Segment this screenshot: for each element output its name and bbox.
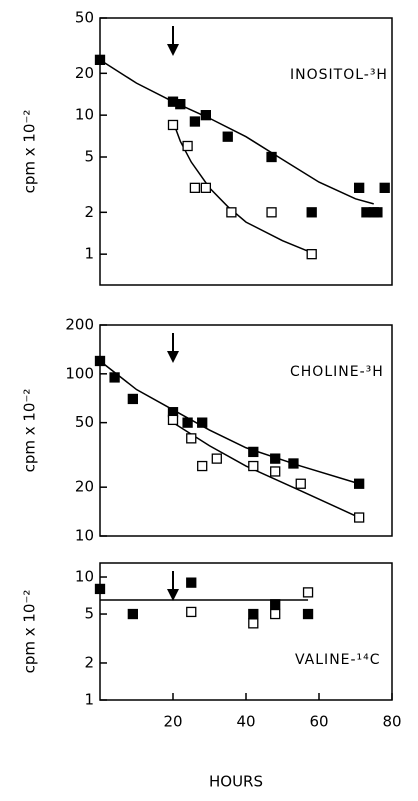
- y-tick-label: 1: [84, 245, 94, 263]
- y-tick-label: 5: [84, 148, 94, 166]
- data-point: [94, 54, 106, 65]
- data-point: [167, 119, 179, 131]
- data-point: [306, 207, 317, 218]
- y-tick-label: 20: [75, 478, 94, 496]
- x-axis-label: HOURS: [209, 773, 263, 791]
- data-point: [379, 182, 390, 193]
- data-point: [211, 453, 222, 464]
- data-point: [189, 182, 201, 193]
- y-tick-label: 2: [84, 653, 94, 671]
- y-tick-label: 1: [84, 691, 94, 709]
- data-point: [353, 478, 365, 489]
- y-axis-label: cpm x 10⁻²: [21, 590, 39, 674]
- data-point: [306, 249, 317, 260]
- data-point: [182, 417, 193, 428]
- data-point: [353, 512, 365, 523]
- x-tick-label: 60: [309, 713, 328, 731]
- y-tick-label: 50: [75, 413, 94, 431]
- data-point: [372, 207, 383, 218]
- data-point: [186, 433, 197, 444]
- data-point: [197, 417, 208, 428]
- arrow-head: [167, 589, 179, 601]
- data-point: [270, 599, 281, 610]
- data-point: [288, 458, 299, 469]
- data-point: [270, 453, 281, 464]
- y-tick-label: 20: [75, 64, 94, 82]
- y-tick-label: 10: [75, 106, 94, 124]
- data-point: [248, 460, 259, 472]
- y-axis-label: cpm x 10⁻²: [21, 389, 39, 473]
- y-tick-label: 10: [75, 527, 94, 545]
- data-point: [302, 587, 314, 598]
- plot-frame: [99, 17, 393, 286]
- data-point: [353, 182, 365, 193]
- y-tick-label: 100: [65, 364, 94, 382]
- data-point: [94, 355, 106, 367]
- annotation: VALINE-¹⁴C: [295, 652, 381, 668]
- data-point: [197, 460, 208, 472]
- arrow-head: [167, 351, 179, 363]
- y-tick-label: 200: [65, 316, 94, 334]
- data-point: [127, 393, 139, 405]
- data-point: [94, 583, 106, 595]
- x-tick-label: 20: [163, 713, 182, 731]
- data-point: [182, 140, 193, 152]
- y-tick-label: 5: [84, 605, 94, 623]
- fit-line: [172, 422, 360, 519]
- data-point: [248, 446, 259, 458]
- data-point: [266, 151, 277, 163]
- data-point: [127, 608, 139, 620]
- data-point: [200, 182, 212, 193]
- data-point: [302, 608, 314, 620]
- fit-line: [99, 360, 360, 485]
- fit-line: [99, 59, 374, 205]
- data-point: [186, 606, 197, 618]
- arrow-head: [167, 44, 179, 56]
- data-point: [189, 116, 201, 127]
- x-tick-label: 80: [382, 713, 401, 731]
- plot-frame: [99, 324, 393, 537]
- annotation: CHOLINE-³H: [290, 364, 384, 380]
- data-point: [226, 207, 237, 218]
- annotation: INOSITOL-³H: [290, 67, 388, 83]
- data-point: [270, 608, 281, 620]
- data-point: [222, 131, 233, 142]
- plot-frame: [99, 562, 393, 701]
- data-point: [295, 478, 306, 489]
- x-tick-label: 40: [236, 713, 255, 731]
- data-point: [167, 414, 179, 426]
- y-axis-label: cpm x 10⁻²: [21, 110, 39, 194]
- data-point: [266, 207, 277, 218]
- data-point: [109, 372, 120, 383]
- data-point: [248, 618, 259, 629]
- fit-line: [172, 121, 316, 255]
- data-point: [200, 110, 212, 121]
- data-point: [186, 577, 197, 588]
- y-tick-label: 2: [84, 203, 94, 221]
- data-point: [175, 99, 186, 110]
- y-tick-label: 10: [75, 568, 94, 586]
- y-tick-label: 50: [75, 9, 94, 27]
- data-point: [270, 466, 281, 477]
- data-point: [248, 608, 259, 620]
